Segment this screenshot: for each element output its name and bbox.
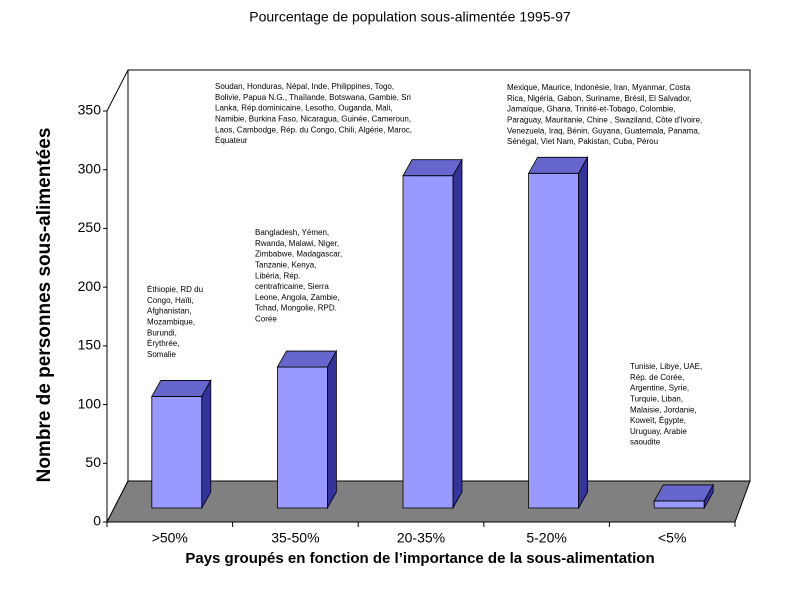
annotation: Malaisie, Jordanie, — [630, 405, 697, 414]
annotation: Lanka, Rép.dominicaine, Lesotho, Ouganda… — [215, 104, 392, 113]
y-axis-title: Nombre de personnes sous-alimentées — [34, 128, 55, 483]
y-tick-label: 200 — [78, 278, 102, 294]
annotation: saoudite — [630, 438, 661, 447]
bar — [402, 158, 463, 510]
annotation: Afghanistan, — [147, 307, 191, 316]
annotation: Zimbabwe, Madagascar, — [255, 250, 342, 259]
y-tick-label: 150 — [78, 337, 102, 353]
bar-top — [653, 484, 714, 502]
annotation: centrafricaine, Sierra — [255, 282, 329, 291]
annotation: Leone, Angola, Zambie, — [255, 293, 340, 302]
annotation: Rica, Nigéria, Gabon, Suriname, Brésil, … — [507, 94, 692, 103]
bar — [653, 483, 714, 510]
x-tick-label: >50% — [152, 530, 188, 546]
annotation: Mozambique, — [147, 318, 195, 327]
annotation: Équateur — [215, 136, 248, 145]
bar-top — [402, 159, 463, 177]
annotation: Namibie, Burkina Faso, Nicaragua, Guinée… — [215, 115, 411, 124]
annotation: Bangladesh, Yémen, — [255, 228, 329, 237]
annotation: Laos, Cambodge, Rép. du Congo, Chili, Al… — [215, 125, 412, 134]
y-tick-label: 50 — [85, 454, 101, 470]
annotation: Bolivie, Papua N.G., Thaïlande, Botswana… — [215, 93, 411, 102]
bar-top — [151, 380, 212, 397]
y-tick-label: 0 — [93, 513, 101, 529]
annotation: Burundi, — [147, 328, 177, 337]
annotation: Jamaïque, Ghana, Trinité-et-Tobago, Colo… — [507, 105, 676, 114]
bar-front — [151, 396, 203, 509]
annotation: Rép. de Corée, — [630, 373, 684, 382]
bar-side — [201, 378, 212, 510]
bar-side — [452, 158, 463, 510]
annotation: Libéria, Rép. — [255, 271, 300, 280]
annotation: Koweït, Égypte, — [630, 416, 686, 425]
annotation: Éthiopie, RD du — [147, 285, 203, 294]
annotation: Paraguay, Mauritanie, Chine , Swaziland,… — [507, 116, 702, 125]
y-tick-label: 350 — [78, 102, 102, 118]
annotation: Rwanda, Malawi, Niger, — [255, 239, 339, 248]
bar-top — [276, 350, 338, 368]
annotation: Sénégal, Viet Nam, Pakistan, Cuba, Pérou — [507, 137, 658, 146]
annotation: Tunisie, Libye, UAE, — [630, 362, 702, 371]
bar-side — [578, 155, 588, 510]
bar-front — [653, 500, 705, 509]
annotation: Tanzanie, Kenya, — [255, 261, 316, 270]
bar — [276, 349, 338, 510]
annotation: Venezuela, Iraq, Bénin, Guyana, Guatemal… — [507, 126, 700, 135]
annotation: Somalie — [147, 350, 176, 359]
annotation: Tchad, Mongolie, RPD. — [255, 304, 337, 313]
x-tick-label: 5-20% — [526, 530, 566, 546]
bar — [527, 155, 589, 510]
y-tick-label: 100 — [78, 395, 102, 411]
annotation: Corée — [255, 315, 277, 324]
bar-side — [703, 483, 714, 510]
annotation: Congo, Haïti, — [147, 296, 194, 305]
chart-title: Pourcentage de population sous-alimentée… — [249, 9, 571, 25]
x-axis-title: Pays groupés en fonction de l’importance… — [185, 550, 654, 567]
x-tick-label: 20-35% — [397, 530, 445, 546]
y-tick-label: 300 — [78, 160, 102, 176]
side-wall — [106, 69, 129, 523]
annotation: Turquie, Liban, — [630, 395, 683, 404]
bar-front — [402, 175, 454, 509]
bar-top — [527, 156, 589, 174]
annotation: Uruguay, Arabie — [630, 427, 687, 436]
annotation: Mexique, Maurice, Indonésie, Iran, Myanm… — [507, 83, 691, 92]
x-tick-label: <5% — [658, 530, 686, 546]
annotation: Soudan, Honduras, Népal, Inde, Philippin… — [215, 82, 394, 91]
bar-front — [528, 172, 579, 509]
bar — [151, 378, 212, 510]
bar-side — [326, 349, 337, 510]
annotation: Érythrée, — [147, 339, 179, 348]
bar-front — [276, 366, 328, 509]
annotation: Argentine, Syrie, — [630, 384, 689, 393]
y-tick-label: 250 — [78, 219, 102, 235]
x-tick-label: 35-50% — [271, 530, 319, 546]
